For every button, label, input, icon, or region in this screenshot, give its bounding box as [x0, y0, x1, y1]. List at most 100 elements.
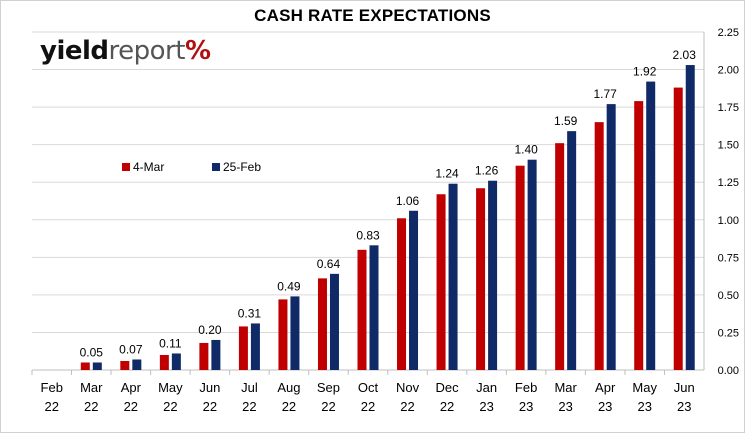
x-tick-label-month: Aug — [277, 380, 300, 395]
x-tick-label-year: 22 — [124, 399, 138, 414]
y-tick-label: 1.00 — [718, 215, 739, 227]
legend-label-25-feb: 25-Feb — [223, 160, 262, 174]
x-tick-label-month: Jan — [476, 380, 497, 395]
bar-25-feb — [567, 131, 577, 370]
x-tick-label-year: 23 — [598, 399, 612, 414]
x-tick-label-month: Mar — [554, 380, 577, 395]
x-tick-label-month: May — [632, 380, 657, 395]
y-tick-label: 1.25 — [718, 177, 739, 189]
logo-part-report: report — [108, 36, 186, 66]
bar-25-feb — [211, 339, 221, 370]
data-label: 0.07 — [119, 342, 143, 356]
data-label: 0.11 — [159, 336, 182, 350]
x-tick-label-year: 23 — [637, 399, 651, 414]
x-tick-label-year: 23 — [558, 399, 572, 414]
bar-4-mar — [555, 143, 565, 370]
x-tick-label-month: Nov — [396, 380, 420, 395]
x-tick-label-year: 22 — [400, 399, 414, 414]
logo-percent-symbol: % — [184, 36, 211, 66]
data-label: 2.03 — [673, 48, 697, 62]
bar-4-mar — [120, 360, 130, 370]
data-label: 1.59 — [554, 114, 578, 128]
data-label: 0.05 — [80, 345, 104, 359]
x-tick-label-month: Oct — [358, 380, 379, 395]
bar-25-feb — [250, 323, 260, 370]
data-label: 0.83 — [356, 228, 380, 242]
bar-4-mar — [436, 194, 446, 370]
chart-title: CASH RATE EXPECTATIONS — [254, 6, 491, 25]
bar-4-mar — [515, 165, 525, 370]
x-tick-label-year: 23 — [519, 399, 533, 414]
bar-4-mar — [238, 326, 248, 370]
bar-25-feb — [171, 353, 181, 370]
x-tick-label-month: Jun — [199, 380, 220, 395]
x-tick-label-month: Feb — [41, 380, 63, 395]
y-tick-label: 0.00 — [718, 365, 739, 377]
y-tick-label: 2.00 — [718, 65, 739, 77]
x-tick-label-year: 22 — [45, 399, 59, 414]
x-tick-label-month: Feb — [515, 380, 537, 395]
x-tick-label-year: 22 — [203, 399, 217, 414]
bar-25-feb — [290, 296, 300, 370]
data-label: 1.06 — [396, 194, 420, 208]
bar-4-mar — [594, 122, 604, 370]
bar-4-mar — [317, 278, 327, 370]
y-tick-label: 0.25 — [718, 327, 739, 339]
data-label: 0.20 — [198, 323, 222, 337]
data-label: 0.31 — [238, 306, 262, 320]
legend-swatch-4-mar — [122, 163, 130, 171]
x-tick-label-year: 23 — [677, 399, 691, 414]
data-label: 1.92 — [633, 65, 657, 79]
y-tick-label: 0.75 — [718, 252, 739, 264]
data-label: 1.77 — [593, 87, 617, 101]
x-tick-label-year: 22 — [321, 399, 335, 414]
legend-item-25-feb: 25-Feb — [212, 160, 261, 174]
bar-4-mar — [199, 342, 209, 370]
x-tick-label-month: Dec — [435, 380, 459, 395]
x-tick-label-month: Apr — [595, 380, 616, 395]
bar-4-mar — [634, 101, 644, 370]
data-label: 0.64 — [317, 257, 341, 271]
bar-25-feb — [329, 273, 339, 370]
y-tick-label: 1.50 — [718, 140, 739, 152]
bar-25-feb — [132, 359, 142, 370]
y-tick-label: 0.50 — [718, 290, 739, 302]
bar-25-feb — [92, 362, 102, 370]
bar-25-feb — [646, 81, 656, 370]
x-tick-label-month: Mar — [80, 380, 103, 395]
data-label: 0.49 — [277, 279, 301, 293]
x-tick-label-year: 22 — [242, 399, 256, 414]
x-tick-label-year: 22 — [361, 399, 375, 414]
data-label: 1.40 — [514, 143, 538, 157]
legend-item-4-mar: 4-Mar — [122, 160, 164, 174]
bar-25-feb — [448, 183, 458, 370]
data-label: 1.26 — [475, 164, 499, 178]
bar-4-mar — [397, 218, 407, 370]
yieldreport-logo: yieldreport% — [40, 36, 211, 66]
logo-part-yield: yield — [40, 36, 109, 66]
x-tick-label-year: 22 — [163, 399, 177, 414]
bar-25-feb — [685, 65, 695, 370]
legend-label-4-mar: 4-Mar — [133, 160, 165, 174]
bar-25-feb — [369, 245, 379, 370]
y-tick-label: 2.25 — [718, 27, 739, 39]
x-tick-label-month: Apr — [121, 380, 142, 395]
bar-4-mar — [476, 188, 486, 370]
bar-4-mar — [278, 299, 288, 370]
bar-4-mar — [357, 249, 367, 370]
x-tick-label-year: 22 — [440, 399, 454, 414]
bar-25-feb — [606, 104, 616, 371]
bar-25-feb — [488, 180, 498, 370]
x-tick-label-year: 22 — [84, 399, 98, 414]
y-tick-label: 1.75 — [718, 102, 739, 114]
x-tick-label-month: Jun — [674, 380, 695, 395]
x-tick-label-month: May — [158, 380, 183, 395]
x-tick-label-year: 22 — [282, 399, 296, 414]
legend-swatch-25-feb — [212, 163, 220, 171]
x-tick-label-month: Sep — [317, 380, 340, 395]
x-tick-label-month: Jul — [241, 380, 258, 395]
bar-4-mar — [80, 362, 90, 370]
bar-4-mar — [673, 87, 683, 371]
bar-25-feb — [409, 210, 419, 370]
